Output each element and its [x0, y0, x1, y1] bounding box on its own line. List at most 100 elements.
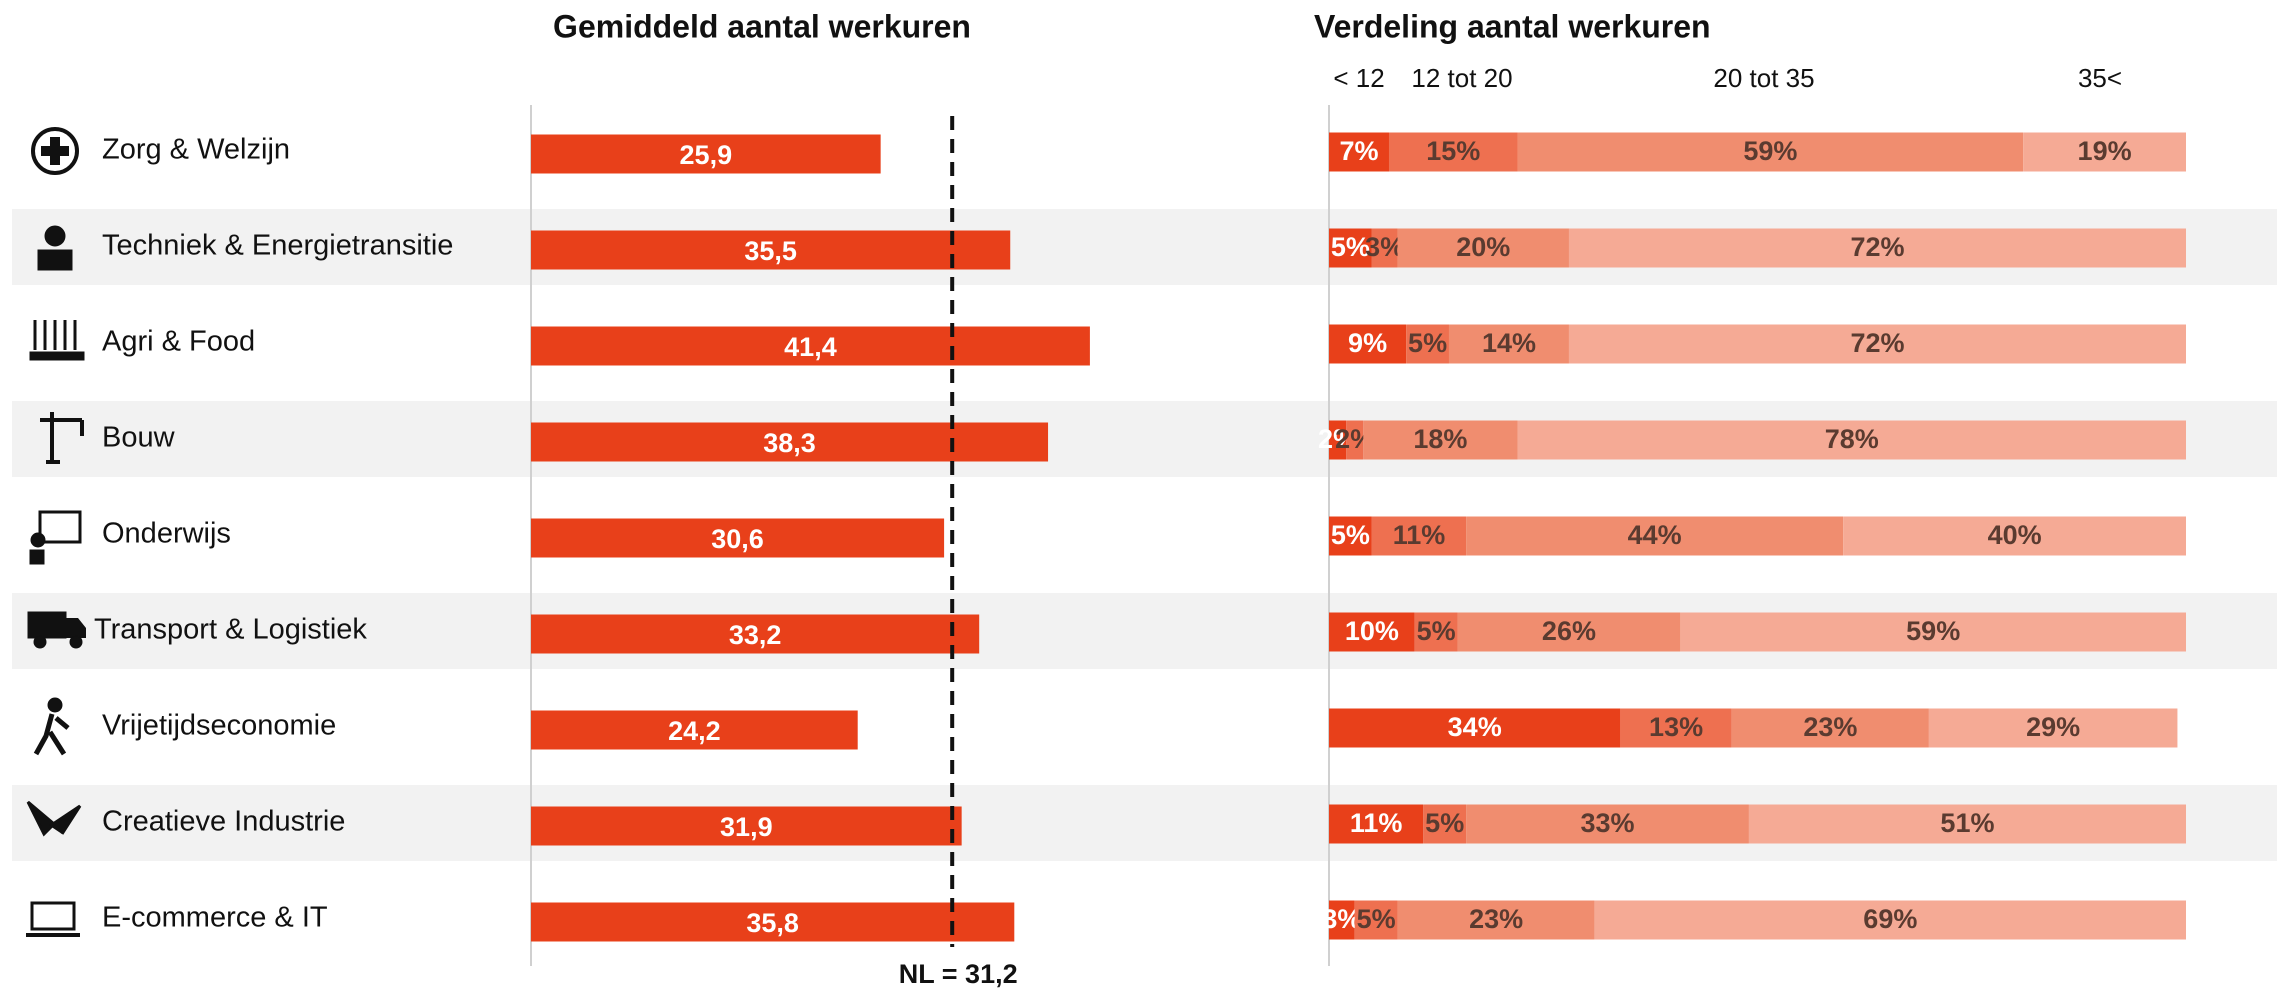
icon [29, 549, 45, 565]
category-label: E-commerce & IT [102, 902, 328, 934]
category-label: Transport & Logistiek [94, 614, 367, 646]
segment [1594, 900, 2186, 940]
bar [531, 422, 1049, 462]
segment [1329, 804, 1424, 844]
segment [1414, 612, 1458, 652]
segment [1620, 708, 1732, 748]
value-label: 40% [1988, 520, 2042, 550]
segment [1354, 900, 1398, 940]
category-label: Agri & Food [102, 326, 255, 358]
segment [1329, 324, 1407, 364]
segment [1397, 900, 1595, 940]
value-label: 35,5 [744, 236, 797, 266]
segment [1363, 420, 1518, 460]
icon [69, 635, 83, 649]
segment [1329, 708, 1621, 748]
value-label: 5% [1357, 904, 1396, 934]
bar [531, 902, 1015, 942]
value-label: 31,9 [720, 812, 773, 842]
value-label: 5% [1425, 808, 1464, 838]
segment [1748, 804, 2186, 844]
category-label: Bouw [102, 422, 176, 454]
segment [1329, 420, 1347, 460]
bar [531, 134, 881, 174]
segment [2023, 132, 2186, 172]
value-label: 7% [1339, 136, 1378, 166]
icon [31, 127, 79, 175]
bar [531, 614, 980, 654]
icon [44, 225, 66, 247]
value-label: 15% [1426, 136, 1480, 166]
value-label: 5% [1417, 616, 1456, 646]
segment [1397, 228, 1569, 268]
segment [1371, 516, 1467, 556]
value-label: 13% [1649, 712, 1703, 742]
legend-label: < 12 [1333, 63, 1384, 93]
bar [531, 806, 962, 846]
value-label: 5% [1331, 232, 1370, 262]
value-label: 18% [1413, 424, 1467, 454]
segment [1457, 612, 1681, 652]
icon [26, 800, 82, 837]
value-label: 44% [1628, 520, 1682, 550]
category-label: Creatieve Industrie [102, 806, 345, 838]
value-label: 30,6 [711, 524, 764, 554]
value-label: 38,3 [763, 428, 816, 458]
value-label: 26% [1542, 616, 1596, 646]
chart-title: Gemiddeld aantal werkuren [553, 8, 971, 44]
segment [1329, 228, 1372, 268]
reference-label: NL = 31,2 [899, 959, 1018, 989]
segment [1423, 804, 1467, 844]
category-label: Onderwijs [102, 518, 231, 550]
icon [37, 249, 73, 271]
value-label: 35,8 [746, 908, 799, 938]
bar [531, 518, 945, 558]
icon [40, 412, 84, 464]
icon [33, 713, 70, 756]
segment [1731, 708, 1929, 748]
icons [26, 127, 86, 937]
value-label: 25,9 [680, 140, 733, 170]
legend-label: 35< [2078, 63, 2122, 93]
segment [1448, 324, 1569, 364]
value-label: 11% [1393, 520, 1446, 550]
value-label: 19% [2078, 136, 2132, 166]
bar [531, 710, 858, 750]
icon [33, 320, 77, 350]
value-label: 69% [1863, 904, 1917, 934]
segment [1329, 132, 1389, 172]
icon [66, 618, 86, 638]
icon [33, 635, 47, 649]
value-label: 9% [1348, 328, 1387, 358]
value-label: 10% [1345, 616, 1399, 646]
value-label: 72% [1850, 232, 1904, 262]
segment [1466, 516, 1844, 556]
value-label: 23% [1469, 904, 1523, 934]
icon [27, 611, 67, 639]
icon [47, 697, 63, 713]
value-label: 11% [1350, 808, 1403, 838]
value-label: 41,4 [784, 332, 837, 362]
value-label: 59% [1906, 616, 1960, 646]
segment [1329, 612, 1415, 652]
value-label: 23% [1803, 712, 1857, 742]
value-label: 59% [1743, 136, 1797, 166]
category-label: Vrijetijdseconomie [102, 710, 336, 742]
segment [1517, 420, 2186, 460]
icon [30, 532, 46, 548]
category-label: Zorg & Welzijn [102, 134, 290, 166]
segment [1406, 324, 1449, 364]
segment [1346, 420, 1364, 460]
segment [1680, 612, 2186, 652]
icon [29, 351, 85, 361]
value-label: 72% [1850, 328, 1904, 358]
bar [531, 326, 1090, 366]
legend-label: 12 tot 20 [1411, 63, 1512, 93]
segment [1466, 804, 1749, 844]
category-label: Techniek & Energietransitie [102, 230, 453, 262]
icon [30, 901, 76, 931]
bar [531, 230, 1011, 270]
segment [1517, 132, 2024, 172]
value-label: 5% [1408, 328, 1447, 358]
